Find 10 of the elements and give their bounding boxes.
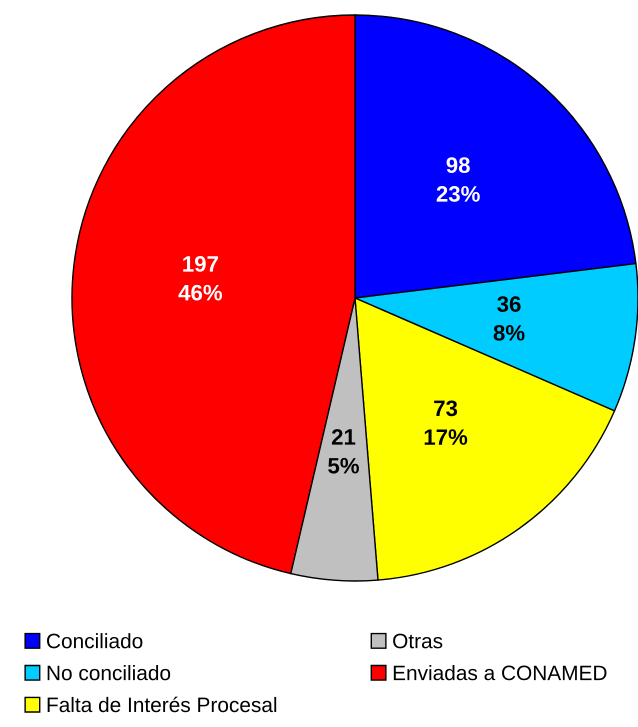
data-label: 21 5% bbox=[328, 429, 359, 474]
legend-label: Otras bbox=[393, 634, 442, 648]
legend-label: Falta de Interés Procesal bbox=[48, 696, 276, 712]
data-label: 98 23% bbox=[436, 157, 480, 202]
legend-label: Enviadas a CONAMED bbox=[394, 664, 606, 680]
data-label: 197 46% bbox=[178, 256, 222, 301]
data-label: 73 17% bbox=[424, 400, 468, 445]
legend-label: No conciliado bbox=[48, 664, 170, 680]
legend-label: Conciliado bbox=[47, 633, 142, 648]
data-label: 36 8% bbox=[494, 296, 525, 341]
